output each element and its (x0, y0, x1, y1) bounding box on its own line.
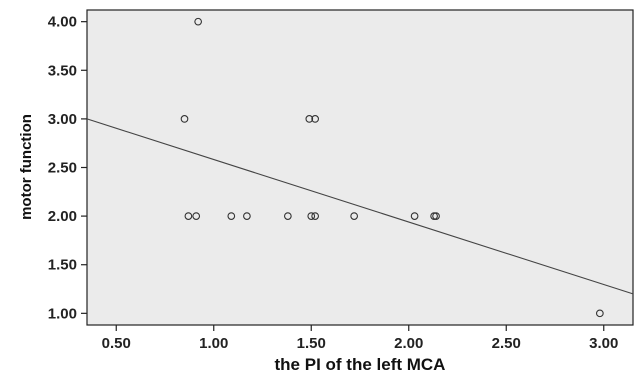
y-tick-label: 4.00 (48, 14, 77, 31)
x-tick-label: 2.00 (394, 335, 423, 352)
y-tick-label: 3.00 (48, 111, 77, 128)
y-tick-label: 2.00 (48, 208, 77, 225)
data-point (311, 212, 320, 220)
axis-layer (81, 9, 634, 331)
data-point (307, 212, 316, 220)
y-tick-label: 1.50 (48, 257, 77, 274)
data-point (227, 212, 236, 220)
fit-line-layer (86, 118, 634, 295)
y-tick-label: 1.00 (48, 305, 77, 322)
x-tick-label: 1.00 (199, 335, 228, 352)
data-point (184, 212, 193, 220)
y-tick-label: 2.50 (48, 160, 77, 177)
x-tick-label: 1.50 (297, 335, 326, 352)
data-point (350, 212, 359, 220)
data-point (192, 212, 201, 220)
plot-area (87, 10, 633, 325)
y-axis-label: motor function (18, 114, 35, 220)
data-point (410, 212, 419, 220)
x-tick-label: 2.50 (492, 335, 521, 352)
data-points (180, 17, 604, 318)
data-point (194, 17, 202, 26)
data-point (180, 115, 189, 123)
data-point (284, 212, 292, 220)
x-tick-label: 0.50 (102, 335, 131, 352)
regression-line (86, 118, 634, 295)
tick-labels: 1.00 1.50 2.00 2.50 3.00 3.50 4.00 0.50 1.00 1.50… (48, 14, 619, 352)
plot-background-layer (87, 10, 633, 325)
x-tick-label: 3.00 (589, 335, 618, 352)
x-axis-label: the PI of the left MCA (275, 355, 446, 374)
data-point (311, 115, 320, 123)
data-point (243, 212, 251, 220)
y-tick-label: 3.50 (48, 62, 77, 79)
data-point (305, 115, 314, 123)
data-point (595, 309, 604, 318)
data-point (432, 212, 440, 220)
